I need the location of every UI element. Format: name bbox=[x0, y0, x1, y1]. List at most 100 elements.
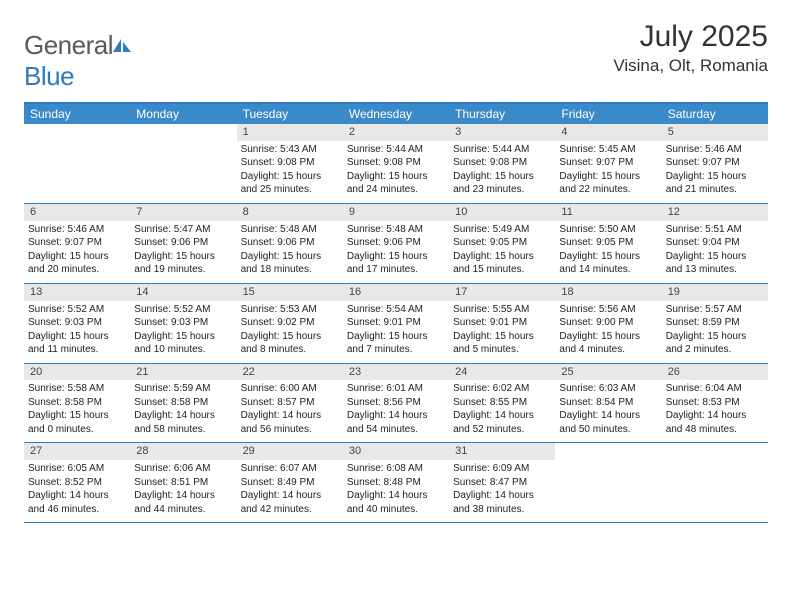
calendar-day: 27Sunrise: 6:05 AMSunset: 8:52 PMDayligh… bbox=[24, 443, 130, 522]
sunrise-line: Sunrise: 5:55 AM bbox=[453, 303, 551, 317]
sunrise-line: Sunrise: 5:46 AM bbox=[28, 223, 126, 237]
day-number: 24 bbox=[449, 364, 555, 381]
calendar-day: 11Sunrise: 5:50 AMSunset: 9:05 PMDayligh… bbox=[555, 204, 661, 283]
sunset-line: Sunset: 9:03 PM bbox=[28, 316, 126, 330]
sunrise-line: Sunrise: 5:50 AM bbox=[559, 223, 657, 237]
sunset-line: Sunset: 9:06 PM bbox=[347, 236, 445, 250]
sails-icon bbox=[111, 30, 133, 61]
sunrise-line: Sunrise: 5:56 AM bbox=[559, 303, 657, 317]
sunrise-line: Sunrise: 6:05 AM bbox=[28, 462, 126, 476]
calendar-day-empty: . bbox=[662, 443, 768, 522]
sunrise-line: Sunrise: 6:08 AM bbox=[347, 462, 445, 476]
sunset-line: Sunset: 8:49 PM bbox=[241, 476, 339, 490]
sunrise-line: Sunrise: 6:03 AM bbox=[559, 382, 657, 396]
calendar-day: 4Sunrise: 5:45 AMSunset: 9:07 PMDaylight… bbox=[555, 124, 661, 203]
sunset-line: Sunset: 9:04 PM bbox=[666, 236, 764, 250]
sunset-line: Sunset: 8:51 PM bbox=[134, 476, 232, 490]
daylight-line: Daylight: 15 hours and 19 minutes. bbox=[134, 250, 232, 277]
calendar-week: 13Sunrise: 5:52 AMSunset: 9:03 PMDayligh… bbox=[24, 284, 768, 364]
calendar-day: 12Sunrise: 5:51 AMSunset: 9:04 PMDayligh… bbox=[662, 204, 768, 283]
day-number: 17 bbox=[449, 284, 555, 301]
sunrise-line: Sunrise: 6:02 AM bbox=[453, 382, 551, 396]
sunset-line: Sunset: 9:06 PM bbox=[134, 236, 232, 250]
daylight-line: Daylight: 14 hours and 46 minutes. bbox=[28, 489, 126, 516]
calendar-day: 1Sunrise: 5:43 AMSunset: 9:08 PMDaylight… bbox=[237, 124, 343, 203]
daylight-line: Daylight: 14 hours and 44 minutes. bbox=[134, 489, 232, 516]
sunrise-line: Sunrise: 5:52 AM bbox=[28, 303, 126, 317]
day-number: 3 bbox=[449, 124, 555, 141]
sunrise-line: Sunrise: 5:44 AM bbox=[453, 143, 551, 157]
weekday-header: Sunday bbox=[24, 104, 130, 124]
sunrise-line: Sunrise: 5:49 AM bbox=[453, 223, 551, 237]
calendar-day: 19Sunrise: 5:57 AMSunset: 8:59 PMDayligh… bbox=[662, 284, 768, 363]
sunrise-line: Sunrise: 5:48 AM bbox=[347, 223, 445, 237]
calendar-week: ..1Sunrise: 5:43 AMSunset: 9:08 PMDaylig… bbox=[24, 124, 768, 204]
sunrise-line: Sunrise: 5:57 AM bbox=[666, 303, 764, 317]
day-number: 9 bbox=[343, 204, 449, 221]
daylight-line: Daylight: 15 hours and 8 minutes. bbox=[241, 330, 339, 357]
sunset-line: Sunset: 9:07 PM bbox=[559, 156, 657, 170]
day-number: 19 bbox=[662, 284, 768, 301]
calendar-day: 30Sunrise: 6:08 AMSunset: 8:48 PMDayligh… bbox=[343, 443, 449, 522]
daylight-line: Daylight: 15 hours and 21 minutes. bbox=[666, 170, 764, 197]
sunset-line: Sunset: 9:08 PM bbox=[453, 156, 551, 170]
daylight-line: Daylight: 14 hours and 52 minutes. bbox=[453, 409, 551, 436]
sunrise-line: Sunrise: 6:01 AM bbox=[347, 382, 445, 396]
day-number: 2 bbox=[343, 124, 449, 141]
sunset-line: Sunset: 8:55 PM bbox=[453, 396, 551, 410]
sunrise-line: Sunrise: 5:54 AM bbox=[347, 303, 445, 317]
day-number: 11 bbox=[555, 204, 661, 221]
weekday-header: Wednesday bbox=[343, 104, 449, 124]
calendar-day-empty: . bbox=[130, 124, 236, 203]
day-number: 23 bbox=[343, 364, 449, 381]
day-number: 10 bbox=[449, 204, 555, 221]
sunset-line: Sunset: 9:00 PM bbox=[559, 316, 657, 330]
sunrise-line: Sunrise: 5:53 AM bbox=[241, 303, 339, 317]
calendar-day: 24Sunrise: 6:02 AMSunset: 8:55 PMDayligh… bbox=[449, 364, 555, 443]
daylight-line: Daylight: 14 hours and 42 minutes. bbox=[241, 489, 339, 516]
daylight-line: Daylight: 15 hours and 18 minutes. bbox=[241, 250, 339, 277]
day-number: 7 bbox=[130, 204, 236, 221]
daylight-line: Daylight: 14 hours and 50 minutes. bbox=[559, 409, 657, 436]
day-number: 26 bbox=[662, 364, 768, 381]
sunset-line: Sunset: 8:59 PM bbox=[666, 316, 764, 330]
calendar-week: 6Sunrise: 5:46 AMSunset: 9:07 PMDaylight… bbox=[24, 204, 768, 284]
sunset-line: Sunset: 8:47 PM bbox=[453, 476, 551, 490]
daylight-line: Daylight: 15 hours and 10 minutes. bbox=[134, 330, 232, 357]
sunset-line: Sunset: 8:48 PM bbox=[347, 476, 445, 490]
daylight-line: Daylight: 15 hours and 17 minutes. bbox=[347, 250, 445, 277]
sunset-line: Sunset: 9:07 PM bbox=[666, 156, 764, 170]
sunset-line: Sunset: 8:53 PM bbox=[666, 396, 764, 410]
sunrise-line: Sunrise: 5:52 AM bbox=[134, 303, 232, 317]
sunrise-line: Sunrise: 6:04 AM bbox=[666, 382, 764, 396]
daylight-line: Daylight: 15 hours and 20 minutes. bbox=[28, 250, 126, 277]
calendar-day: 21Sunrise: 5:59 AMSunset: 8:58 PMDayligh… bbox=[130, 364, 236, 443]
daylight-line: Daylight: 15 hours and 25 minutes. bbox=[241, 170, 339, 197]
logo-part2: Blue bbox=[24, 61, 74, 91]
day-number: 15 bbox=[237, 284, 343, 301]
sunrise-line: Sunrise: 6:06 AM bbox=[134, 462, 232, 476]
sunset-line: Sunset: 9:07 PM bbox=[28, 236, 126, 250]
calendar-body: ..1Sunrise: 5:43 AMSunset: 9:08 PMDaylig… bbox=[24, 124, 768, 523]
calendar-day: 29Sunrise: 6:07 AMSunset: 8:49 PMDayligh… bbox=[237, 443, 343, 522]
calendar-day: 26Sunrise: 6:04 AMSunset: 8:53 PMDayligh… bbox=[662, 364, 768, 443]
calendar-day: 17Sunrise: 5:55 AMSunset: 9:01 PMDayligh… bbox=[449, 284, 555, 363]
daylight-line: Daylight: 14 hours and 56 minutes. bbox=[241, 409, 339, 436]
daylight-line: Daylight: 15 hours and 11 minutes. bbox=[28, 330, 126, 357]
day-number: 1 bbox=[237, 124, 343, 141]
day-number: 21 bbox=[130, 364, 236, 381]
logo: GeneralBlue bbox=[24, 20, 133, 92]
sunrise-line: Sunrise: 6:09 AM bbox=[453, 462, 551, 476]
daylight-line: Daylight: 14 hours and 40 minutes. bbox=[347, 489, 445, 516]
calendar-day: 22Sunrise: 6:00 AMSunset: 8:57 PMDayligh… bbox=[237, 364, 343, 443]
calendar-day: 5Sunrise: 5:46 AMSunset: 9:07 PMDaylight… bbox=[662, 124, 768, 203]
calendar-day: 7Sunrise: 5:47 AMSunset: 9:06 PMDaylight… bbox=[130, 204, 236, 283]
weekday-header: Thursday bbox=[449, 104, 555, 124]
sunset-line: Sunset: 8:58 PM bbox=[134, 396, 232, 410]
daylight-line: Daylight: 15 hours and 7 minutes. bbox=[347, 330, 445, 357]
weekday-header: Friday bbox=[555, 104, 661, 124]
logo-part1: General bbox=[24, 30, 113, 60]
sunset-line: Sunset: 9:08 PM bbox=[241, 156, 339, 170]
calendar-day: 8Sunrise: 5:48 AMSunset: 9:06 PMDaylight… bbox=[237, 204, 343, 283]
calendar-day: 3Sunrise: 5:44 AMSunset: 9:08 PMDaylight… bbox=[449, 124, 555, 203]
